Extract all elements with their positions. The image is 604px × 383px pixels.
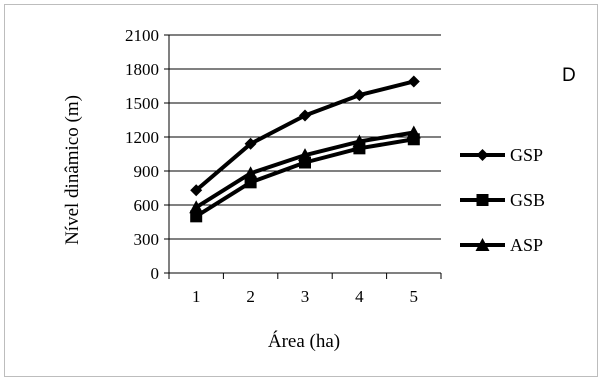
legend-item-gsp: GSP xyxy=(460,145,543,165)
axes xyxy=(164,34,442,279)
x-tick-labels: 1 2 3 4 5 xyxy=(192,287,418,306)
legend-marker-gsp xyxy=(476,149,489,161)
y-tick-label: 300 xyxy=(134,230,160,249)
y-tick-label: 600 xyxy=(134,196,160,215)
legend-label-gsb: GSB xyxy=(510,190,545,210)
y-axis-label: Nível dinâmico (m) xyxy=(62,95,83,245)
y-tick-labels: 0 300 600 900 1200 1500 1800 2100 xyxy=(125,26,159,283)
y-tick-label: 1500 xyxy=(125,94,159,113)
legend-item-gsb: GSB xyxy=(460,190,545,210)
data-point-asp-1 xyxy=(189,200,204,214)
data-point-gsp-5 xyxy=(407,75,420,88)
series-asp xyxy=(189,125,421,214)
data-point-gsp-2 xyxy=(244,137,257,150)
data-point-gsb-1 xyxy=(190,210,203,223)
data-point-gsp-1 xyxy=(190,184,203,197)
x-axis-label: Área (ha) xyxy=(268,330,340,352)
x-tick-label: 3 xyxy=(301,287,310,306)
y-tick-label: 0 xyxy=(151,264,160,283)
data-point-asp-2 xyxy=(243,166,258,180)
legend-marker-asp xyxy=(475,238,490,251)
x-tick-label: 1 xyxy=(192,287,201,306)
series-gsp xyxy=(190,75,420,197)
y-tick-label: 900 xyxy=(134,162,160,181)
legend: GSP GSB ASP xyxy=(460,145,545,255)
y-tick-label: 1800 xyxy=(125,60,159,79)
series-line-gsp xyxy=(194,79,415,192)
data-point-gsp-4 xyxy=(353,89,366,102)
legend-label-asp: ASP xyxy=(510,235,543,255)
chart-frame xyxy=(4,4,598,377)
legend-label-gsp: GSP xyxy=(510,145,543,165)
x-tick-label: 4 xyxy=(355,287,364,306)
data-point-gsb-2 xyxy=(244,176,257,189)
x-tick-label: 2 xyxy=(246,287,255,306)
data-point-asp-3 xyxy=(298,148,312,162)
data-point-gsp-3 xyxy=(299,109,311,122)
y-tick-label: 1200 xyxy=(125,128,159,147)
series-lines xyxy=(189,75,421,223)
legend-marker-gsb xyxy=(476,194,489,206)
legend-item-asp: ASP xyxy=(460,235,543,255)
y-tick-label: 2100 xyxy=(125,26,159,45)
x-tick-label: 5 xyxy=(410,287,419,306)
series-gsb xyxy=(190,133,420,223)
data-point-asp-5 xyxy=(406,125,421,139)
panel-label: D xyxy=(562,65,576,86)
data-point-asp-4 xyxy=(352,134,367,148)
